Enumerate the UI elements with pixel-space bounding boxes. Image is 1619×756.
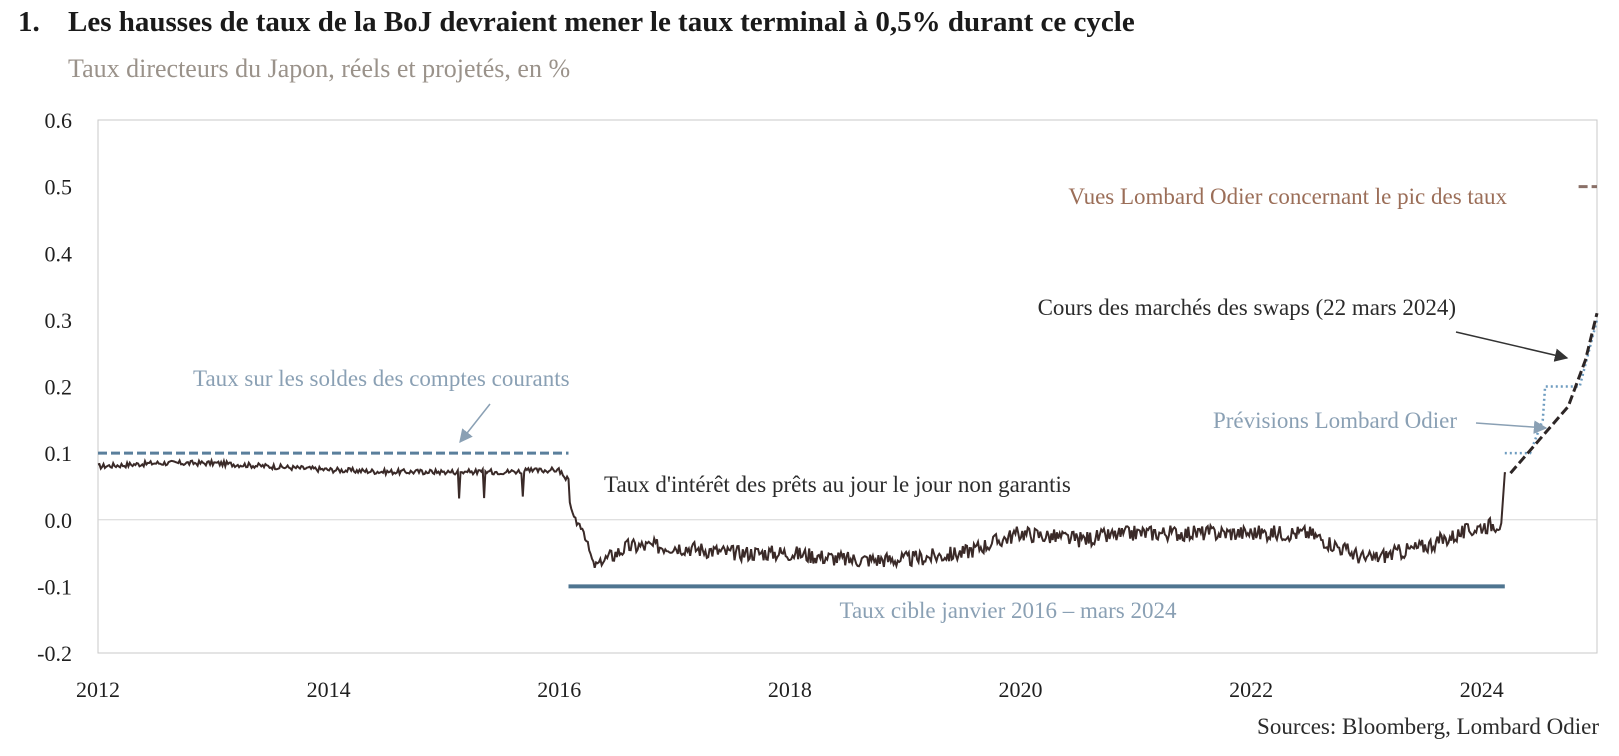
annotation-forecast: Prévisions Lombard Odier: [1213, 408, 1457, 433]
annotation-target-rate: Taux cible janvier 2016 – mars 2024: [840, 598, 1177, 623]
x-tick-label: 2012: [76, 677, 120, 700]
plot-frame: [97, 119, 1598, 654]
x-tick-label: 2022: [1229, 677, 1273, 700]
annotation-layer: Taux sur les soldes des comptes courants…: [193, 184, 1569, 623]
annotation-swap-market: Cours des marchés des swaps (22 mars 202…: [1038, 295, 1456, 320]
chart-title-text: Les hausses de taux de la BoJ devraient …: [68, 6, 1135, 38]
annotation-overnight-rate: Taux d'intérêt des prêts au jour le jour…: [604, 472, 1071, 497]
y-tick-label: 0.4: [45, 241, 73, 266]
x-tick-label: 2014: [307, 677, 351, 700]
series-lombard-forecast: [1504, 319, 1599, 455]
y-tick-label: -0.1: [37, 574, 72, 599]
arrow-current-account: [459, 403, 491, 444]
y-tick-label: 0.0: [45, 508, 73, 533]
arrow-forecast: [1475, 420, 1548, 434]
x-tick-label: 2020: [998, 677, 1042, 700]
y-tick-label: 0.1: [45, 441, 73, 466]
annotation-current-account: Taux sur les soldes des comptes courants: [193, 366, 570, 391]
y-tick-label: 0.3: [45, 308, 73, 333]
y-tick-label: -0.2: [37, 641, 72, 666]
chart-title: 1. Les hausses de taux de la BoJ devraien…: [18, 6, 1135, 39]
x-tick-label: 2016: [537, 677, 581, 700]
arrow-swap-market: [1455, 331, 1569, 362]
y-tick-label: 0.2: [45, 375, 73, 400]
series-overnight-rate: [97, 457, 1506, 570]
series-layer: [97, 185, 1599, 589]
chart-number: 1.: [18, 6, 40, 38]
chart-subtitle: Taux directeurs du Japon, réels et proje…: [68, 54, 571, 83]
y-tick-label: 0.5: [45, 175, 73, 200]
x-tick-label: 2018: [768, 677, 812, 700]
annotation-peak-rate: Vues Lombard Odier concernant le pic des…: [1068, 184, 1507, 209]
y-tick-label: 0.6: [45, 108, 73, 133]
series-swap-market: [1509, 312, 1599, 475]
x-tick-label: 2024: [1460, 677, 1504, 700]
source-note: Sources: Bloomberg, Lombard Odier: [1257, 714, 1599, 739]
